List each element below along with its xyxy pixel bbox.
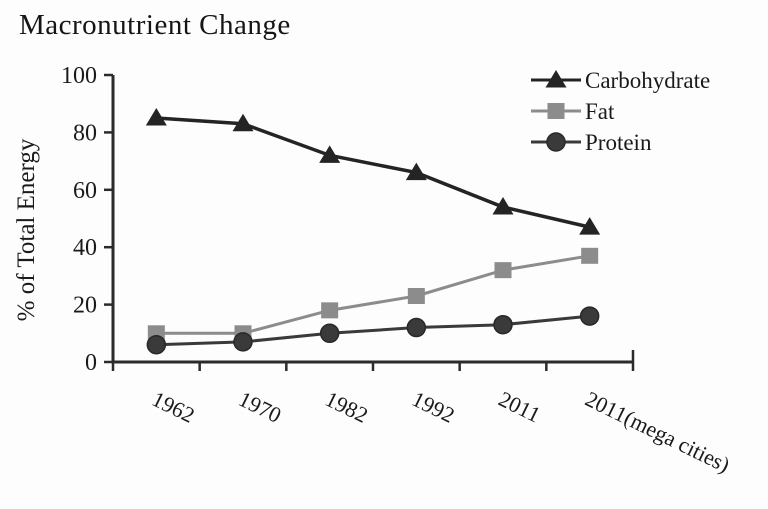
- marker-circle-protein: [146, 335, 167, 355]
- marker-triangle-carbohydrate: [232, 113, 254, 132]
- marker-triangle-carbohydrate: [319, 145, 341, 163]
- marker-square-fat: [581, 247, 599, 264]
- marker-square-fat: [494, 262, 512, 279]
- series-line-protein: [156, 314, 590, 347]
- marker-circle-protein: [493, 314, 513, 335]
- series-line-carbohydrate: [156, 116, 591, 229]
- legend-label: Carbohydrate: [585, 68, 710, 93]
- y-tick-label: 0: [85, 350, 97, 376]
- y-tick-label: 20: [73, 293, 97, 319]
- legend-marker-square: [547, 103, 565, 119]
- x-tick-label: 2011: [495, 386, 545, 427]
- x-tick-label: 1962: [148, 386, 199, 428]
- marker-triangle-carbohydrate: [405, 162, 427, 181]
- x-tick-label: 1970: [235, 386, 286, 428]
- x-tick-label: 1992: [408, 386, 459, 428]
- marker-circle-protein: [319, 323, 340, 344]
- series-line-fat: [156, 254, 590, 335]
- legend-label: Fat: [585, 99, 615, 124]
- y-axis-title: % of Total Energy: [13, 138, 40, 321]
- x-tick-label: 2011(mega cities): [581, 386, 733, 477]
- marker-circle-protein: [233, 332, 253, 352]
- y-tick-label: 80: [73, 120, 97, 146]
- y-tick-label: 40: [73, 235, 97, 261]
- x-tick-label: 1982: [321, 386, 372, 428]
- chart-title: Macronutrient Change: [19, 9, 291, 41]
- legend-marker-circle: [546, 132, 566, 152]
- legend-label: Protein: [585, 130, 652, 155]
- marker-triangle-carbohydrate: [145, 108, 167, 126]
- y-tick-label: 60: [73, 178, 97, 204]
- marker-triangle-carbohydrate: [492, 197, 514, 215]
- marker-circle-protein: [406, 317, 427, 338]
- legend-marker-triangle: [545, 70, 567, 88]
- marker-square-fat: [407, 287, 425, 304]
- marker-square-fat: [321, 302, 339, 319]
- y-tick-label: 100: [61, 63, 97, 89]
- marker-circle-protein: [579, 306, 600, 326]
- marker-triangle-carbohydrate: [579, 217, 601, 235]
